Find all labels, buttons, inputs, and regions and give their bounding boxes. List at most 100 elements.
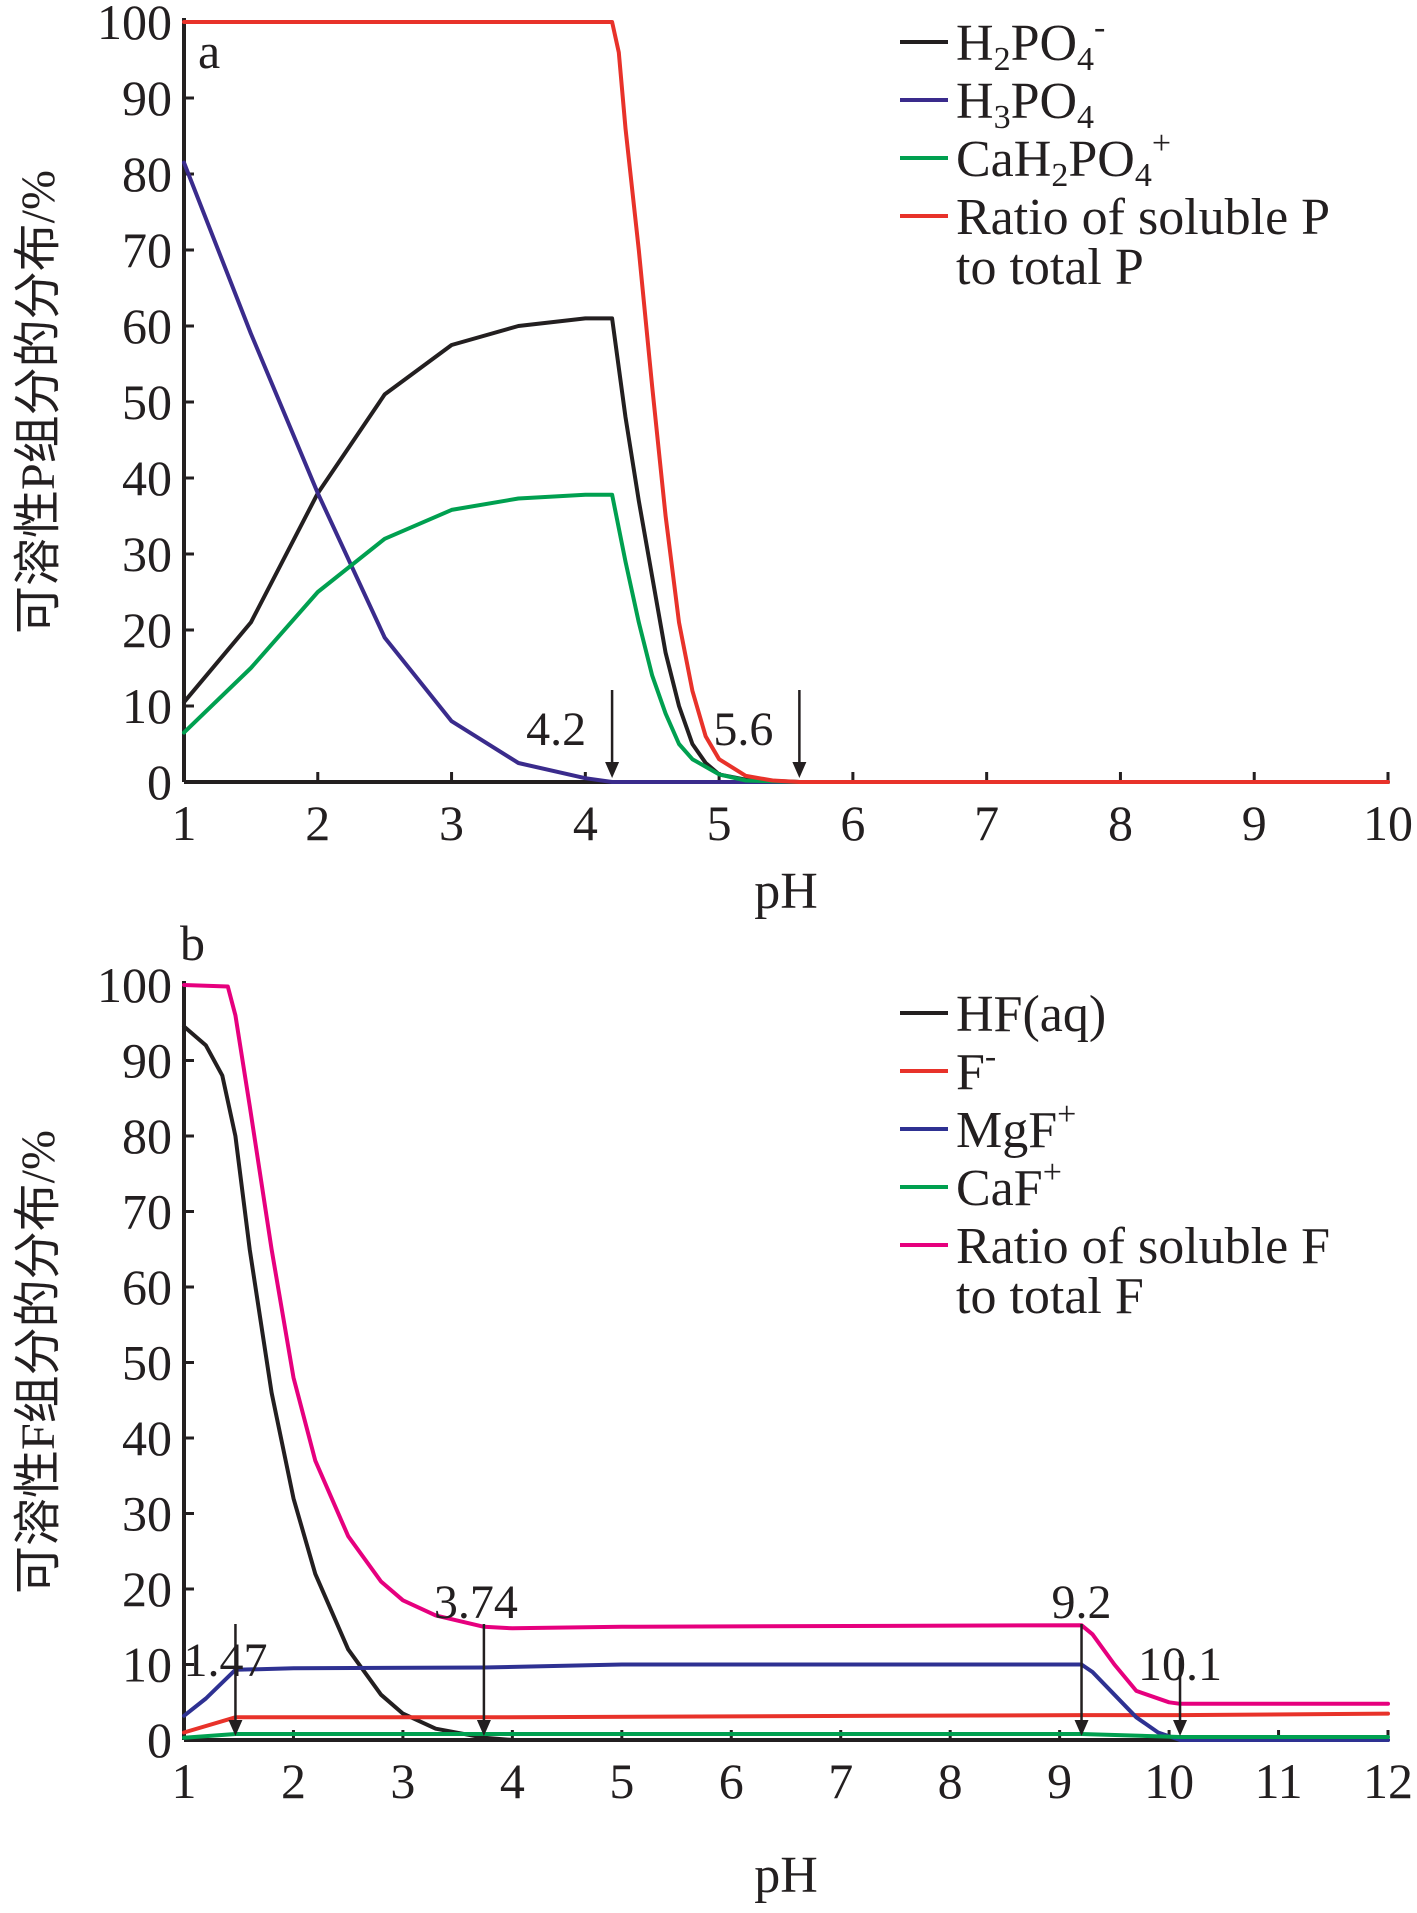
- legend-label-main: PO: [1068, 131, 1134, 188]
- legend-label-subscript: 4: [1077, 99, 1094, 136]
- x-tick-label: 10: [1144, 1753, 1194, 1809]
- legend-label-subscript: 3: [994, 99, 1011, 136]
- series-line: [182, 1024, 1390, 1742]
- x-axis-title: pH: [754, 863, 818, 920]
- legend-label: F-: [956, 1038, 996, 1101]
- x-tick-label: 2: [305, 795, 330, 851]
- y-tick-label: 40: [122, 450, 172, 506]
- y-tick-label: 10: [122, 1637, 172, 1693]
- y-tick-label: 0: [147, 1712, 172, 1768]
- annotation-arrow-head: [605, 762, 620, 778]
- series-line: [182, 492, 1390, 784]
- y-tick-label: 60: [122, 1259, 172, 1315]
- y-tick-label: 20: [122, 1561, 172, 1617]
- y-tick-label: 100: [97, 0, 172, 50]
- legend-label-main: CaF: [956, 1160, 1043, 1217]
- legend-label: HF(aq): [956, 986, 1106, 1043]
- annotation-arrow-head: [792, 762, 807, 778]
- legend-label-main: MgF: [956, 1102, 1057, 1159]
- x-tick-label: 9: [1242, 795, 1267, 851]
- x-tick-label: 5: [609, 1753, 634, 1809]
- annotation-label: 1.47: [183, 1634, 267, 1687]
- x-tick-label: 5: [707, 795, 732, 851]
- y-axis-title: 可溶性F组分的分布/%: [12, 1130, 65, 1594]
- legend-label: MgF+: [956, 1096, 1076, 1159]
- legend-label-subscript: 4: [1135, 157, 1152, 194]
- annotation-label: 3.74: [434, 1576, 518, 1629]
- y-tick-label: 60: [122, 298, 172, 354]
- legend-label-continued: to total F: [956, 1268, 1144, 1325]
- series-line: [182, 983, 1390, 1706]
- legend-label-superscript: -: [1094, 9, 1105, 46]
- legend-label: CaH2PO4+: [956, 125, 1171, 194]
- legend-label-main: F: [956, 1044, 985, 1101]
- series-line: [182, 1732, 1390, 1740]
- legend-label: H2PO4-: [956, 9, 1105, 78]
- legend-label-main: PO: [1011, 73, 1077, 130]
- annotation-label: 4.2: [526, 703, 586, 756]
- annotation-label: 10.1: [1138, 1638, 1222, 1691]
- legend-label: H3PO4: [956, 73, 1094, 136]
- y-tick-label: 80: [122, 146, 172, 202]
- y-tick-label: 70: [122, 222, 172, 278]
- legend-label: Ratio of soluble F: [956, 1218, 1330, 1275]
- legend-label-main: H: [956, 73, 994, 130]
- legend-label-main: PO: [1011, 15, 1077, 72]
- x-tick-label: 10: [1363, 795, 1413, 851]
- y-tick-label: 100: [97, 957, 172, 1013]
- x-tick-label: 7: [828, 1753, 853, 1809]
- annotation-arrow-head: [1173, 1720, 1188, 1736]
- y-tick-label: 30: [122, 526, 172, 582]
- y-tick-label: 30: [122, 1486, 172, 1542]
- legend-label-subscript: 2: [1051, 157, 1068, 194]
- y-tick-label: 90: [122, 70, 172, 126]
- annotation-arrow-head: [228, 1720, 243, 1736]
- y-tick-label: 40: [122, 1410, 172, 1466]
- legend-label: Ratio of soluble P: [956, 189, 1330, 246]
- x-tick-label: 2: [281, 1753, 306, 1809]
- y-tick-label: 50: [122, 1335, 172, 1391]
- legend-label-superscript: +: [1043, 1154, 1062, 1191]
- legend-label-main: H: [956, 15, 994, 72]
- y-tick-label: 0: [147, 754, 172, 810]
- panel-letter: a: [198, 23, 220, 79]
- y-tick-label: 80: [122, 1108, 172, 1164]
- x-tick-label: 3: [390, 1753, 415, 1809]
- legend-label-superscript: +: [1152, 125, 1171, 162]
- annotation-arrow-head: [476, 1720, 491, 1736]
- legend-label-subscript: 4: [1077, 41, 1094, 78]
- x-tick-label: 1: [172, 1753, 197, 1809]
- y-tick-label: 90: [122, 1033, 172, 1089]
- x-tick-label: 3: [439, 795, 464, 851]
- legend-label-superscript: -: [985, 1038, 996, 1075]
- x-tick-label: 4: [500, 1753, 525, 1809]
- series-line: [182, 160, 1390, 784]
- y-tick-label: 70: [122, 1184, 172, 1240]
- annotation-label: 9.2: [1052, 1576, 1112, 1629]
- x-tick-label: 9: [1047, 1753, 1072, 1809]
- series-line: [182, 20, 1390, 784]
- series-line: [182, 316, 1390, 784]
- annotation-label: 5.6: [713, 703, 773, 756]
- legend-label-main: CaH: [956, 131, 1051, 188]
- x-tick-label: 6: [719, 1753, 744, 1809]
- x-tick-label: 1: [172, 795, 197, 851]
- x-tick-label: 8: [1108, 795, 1133, 851]
- x-tick-label: 11: [1254, 1753, 1302, 1809]
- legend-label-subscript: 2: [994, 41, 1011, 78]
- y-tick-label: 10: [122, 678, 172, 734]
- y-tick-label: 20: [122, 602, 172, 658]
- y-axis-title: 可溶性P组分的分布/%: [12, 170, 65, 634]
- x-tick-label: 12: [1363, 1753, 1413, 1809]
- panel-a-chart: 0 10 20 30 40 50 60 70 80 90 100 1 2 3 4 5 6 7 8 9 10 pH 可溶性P组…: [12, 0, 1413, 920]
- x-tick-label: 8: [938, 1753, 963, 1809]
- panel-letter: b: [180, 915, 205, 971]
- x-tick-label: 7: [974, 795, 999, 851]
- legend-label-superscript: +: [1057, 1096, 1076, 1133]
- x-tick-label: 6: [840, 795, 865, 851]
- legend-label-main: HF(aq): [956, 986, 1106, 1043]
- annotation-arrow-head: [1074, 1720, 1089, 1736]
- y-tick-label: 50: [122, 374, 172, 430]
